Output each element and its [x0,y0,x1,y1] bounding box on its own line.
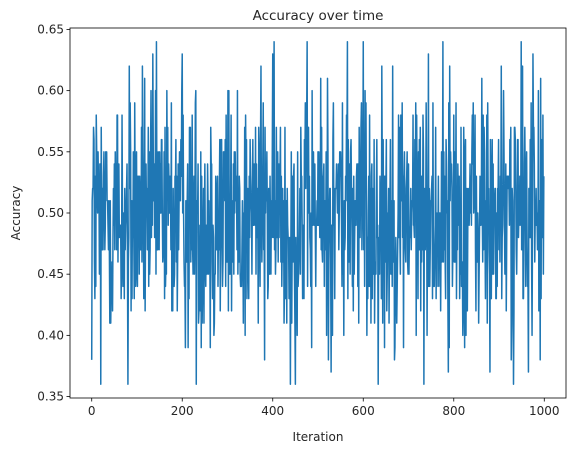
x-tick-label: 1000 [529,404,560,418]
plot-area [90,40,545,386]
x-tick-label: 800 [442,404,465,418]
y-tick-label: 0.40 [37,328,64,342]
y-tick-label: 0.50 [37,206,64,220]
x-tick-label: 0 [88,404,96,418]
x-tick-label: 200 [171,404,194,418]
y-axis-label: Accuracy [9,186,23,241]
y-tick-label: 0.55 [37,145,64,159]
y-tick-label: 0.35 [37,390,64,404]
y-tick-label: 0.65 [37,22,64,36]
x-axis-label: Iteration [293,430,344,444]
series-line [90,40,545,386]
chart-title: Accuracy over time [253,8,384,24]
y-axis: 0.35 0.40 0.45 0.50 0.55 0.60 0.65 [37,22,70,404]
y-tick-label: 0.60 [37,84,64,98]
x-axis: 0 200 400 600 800 1000 [88,398,560,418]
x-tick-label: 400 [261,404,284,418]
y-tick-label: 0.45 [37,267,64,281]
x-tick-label: 600 [352,404,375,418]
